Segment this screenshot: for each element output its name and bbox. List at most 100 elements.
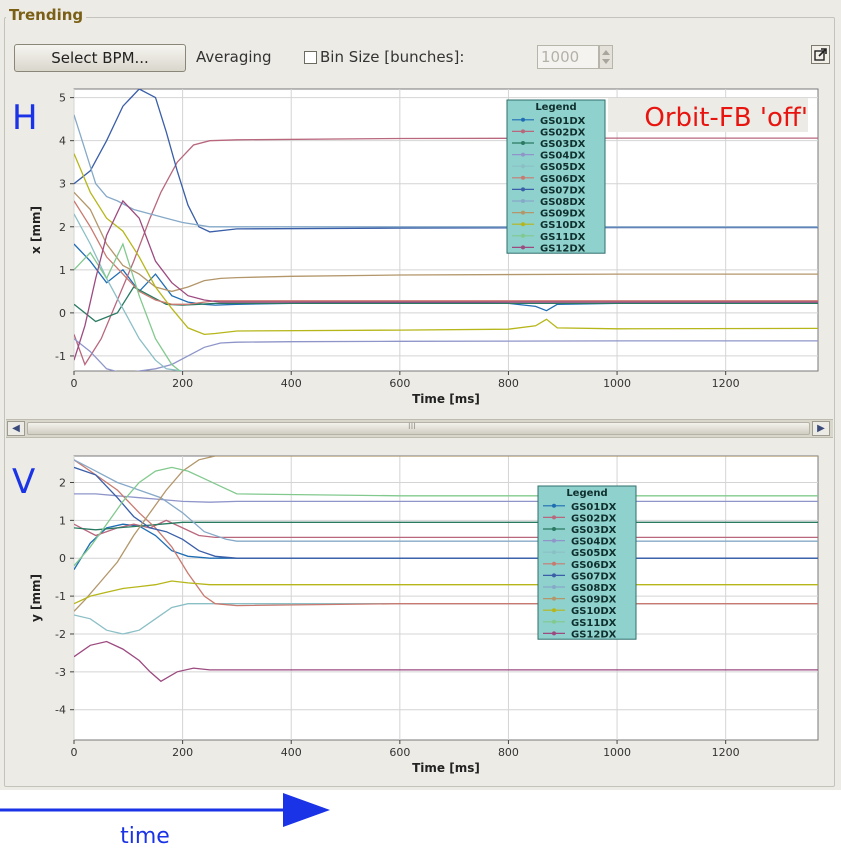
x-tick-label: 200 [172,377,193,390]
averaging-checkbox[interactable] [304,51,317,64]
legend-marker [552,515,556,520]
legend-marker [552,619,556,624]
orbit-fb-label: Orbit-FB 'off' [644,103,808,133]
y-tick-label: 0 [59,552,66,565]
chart-horizontal: 0 200 400 600 800 1000 1200 -1 0 1 2 3 4 5 Time [ms] x … [29,88,819,406]
legend-marker [521,222,525,227]
legend-marker [521,245,525,250]
select-bpm-button[interactable]: Select BPM... [14,44,186,72]
y-tick-label: 2 [59,221,66,234]
x-tick-label: 0 [71,746,78,759]
legend-title: Legend [535,102,576,113]
orbit-fb-label-bg [608,98,808,132]
v-plane-label: V [12,462,35,502]
stepper-up-icon[interactable] [602,50,610,55]
legend-marker [521,175,525,180]
series-line-gs10dx [74,580,818,605]
series-line-gs12dx [74,199,818,361]
legend-entry-gs01dx: GS01DX [571,502,617,513]
x-tick-label: 200 [172,746,193,759]
legend-entry-gs12dx: GS12DX [571,629,617,640]
legend-marker [552,561,556,566]
series-line-gs11dx [74,466,818,567]
bin-size-stepper[interactable] [599,45,613,69]
legend-entry-gs02dx: GS02DX [540,127,586,138]
series-line-gs07dx [74,466,818,559]
series-line-gs01dx [74,243,818,312]
bin-size-input[interactable]: 1000 [537,45,599,69]
legend-entry-gs08dx: GS08DX [540,197,586,208]
h-plane-label: H [12,98,38,138]
chart-vertical: 0 200 400 600 800 1000 1200 -4 -3 -2 -1 0 1 2 Time [ms… [29,455,819,775]
y-tick-label: -2 [55,628,66,641]
y-tick-label: 5 [59,92,66,105]
legend-entry-gs04dx: GS04DX [571,537,617,548]
y-axis-label: x [mm] [29,206,43,254]
series-line-gs06dx [74,200,818,305]
scroll-left-icon[interactable]: ◀ [7,421,25,436]
legend-marker [521,187,525,192]
series-line-gs10dx [74,153,818,336]
x-tick-label: 0 [71,377,78,390]
series-line-gs04dx [74,493,818,503]
legend-entry-gs10dx: GS10DX [540,220,586,231]
legend-entry-gs07dx: GS07DX [571,571,617,582]
legend-entry-gs11dx: GS11DX [540,232,586,243]
legend-marker [552,550,556,555]
stepper-down-icon[interactable] [602,59,610,64]
series-group [74,89,818,371]
y-axis-label: y [mm] [29,574,43,622]
legend-entry-gs10dx: GS10DX [571,606,617,617]
x-axis-label: Time [ms] [412,392,480,406]
x-tick-label: 600 [389,377,410,390]
x-axis-label: Time [ms] [412,761,480,775]
x-tick-label: 400 [281,746,302,759]
legend-marker [521,164,525,169]
horizontal-scrollbar[interactable]: ◀ III ▶ [6,419,833,438]
legend-marker [521,210,525,215]
trending-group-border [4,17,835,787]
legend-marker [552,538,556,543]
legend-entry-gs01dx: GS01DX [540,116,586,127]
y-tick-label: 3 [59,178,66,191]
series-group [74,456,818,683]
plot-area [73,455,819,741]
legend-marker [552,585,556,589]
legend-entry-gs09dx: GS09DX [540,209,586,220]
detach-button[interactable] [811,45,830,64]
series-line-gs09dx [74,191,818,293]
external-window-icon [814,48,827,61]
series-line-gs05dx [74,213,183,371]
legend-marker [552,608,556,613]
time-arrow-head-icon [283,793,330,827]
series-line-gs08dx [74,114,818,228]
legend-marker [521,141,525,145]
x-tick-label: 1000 [603,746,631,759]
y-tick-label: 1 [59,514,66,527]
legend-marker [521,199,525,203]
y-tick-label: -1 [55,350,66,363]
legend-title: Legend [566,488,607,499]
y-tick-label: 0 [59,307,66,320]
plot-area [73,88,819,372]
legend-entry-gs11dx: GS11DX [571,618,617,629]
series-line-gs03dx [74,286,818,323]
legend-marker [552,596,556,601]
legend-marker [552,631,556,636]
bin-size-label: Bin Size [bunches]: [320,48,465,66]
x-tick-label: 800 [498,377,519,390]
series-line-gs02dx [74,137,818,366]
scrollbar-thumb[interactable]: III [27,422,810,435]
legend-entry-gs08dx: GS08DX [571,583,617,594]
legend-entry-gs05dx: GS05DX [571,548,617,559]
scroll-right-icon[interactable]: ▶ [812,421,830,436]
legend-entry-gs03dx: GS03DX [540,139,586,150]
x-tick-label: 1200 [712,746,740,759]
x-tick-label: 400 [281,377,302,390]
legend-entry-gs05dx: GS05DX [540,162,586,173]
series-line-gs11dx [74,242,181,371]
x-tick-label: 1000 [603,377,631,390]
y-tick-label: 2 [59,477,66,490]
legend-marker [521,129,525,134]
